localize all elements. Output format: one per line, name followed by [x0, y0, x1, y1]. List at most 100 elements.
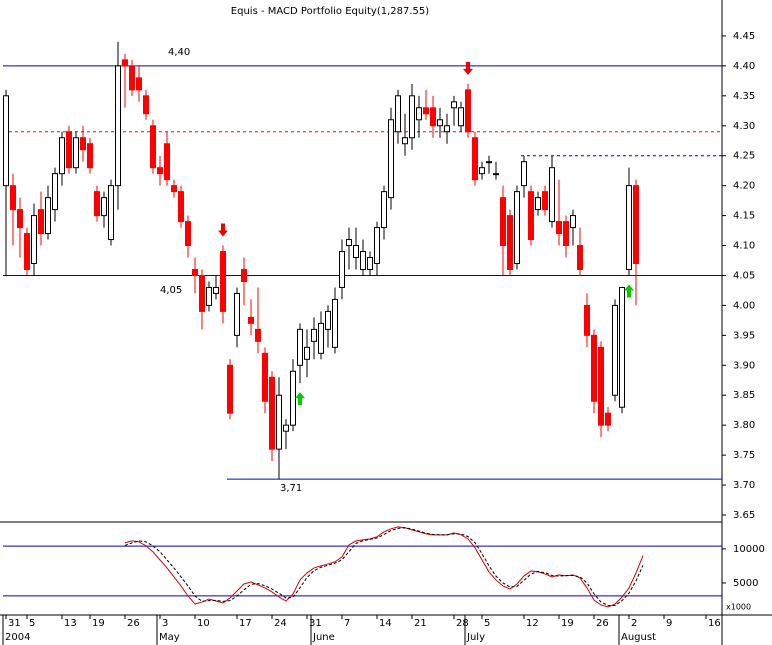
x-tick-label: 21 — [414, 618, 427, 629]
candle-body — [598, 346, 604, 426]
x-tick-label: 7 — [344, 618, 350, 629]
buy-arrow — [295, 392, 305, 406]
candle-body — [577, 245, 583, 270]
candle-body — [304, 346, 310, 360]
candle-body — [143, 95, 149, 115]
equity-line — [124, 527, 644, 606]
candle-body — [619, 286, 625, 408]
candle-body — [234, 292, 240, 336]
x-tick-label: 19 — [561, 618, 574, 629]
y-tick-label: 4.35 — [733, 91, 755, 102]
y-tick-label: 3.85 — [733, 390, 755, 401]
x-tick-label: 5 — [29, 618, 35, 629]
candle-body — [171, 185, 177, 193]
candle-body — [45, 197, 51, 235]
candle-body — [108, 185, 114, 241]
candle-body — [66, 131, 72, 169]
x-tick-label: 10 — [197, 618, 210, 629]
sell-arrow — [463, 61, 473, 75]
candle-body — [479, 167, 485, 175]
candle-body — [136, 77, 142, 91]
candle-body — [31, 215, 37, 264]
candle-body — [346, 239, 352, 247]
x-tick-label: 12 — [526, 618, 539, 629]
candle-body — [101, 197, 107, 217]
candle-body — [157, 167, 163, 175]
x-tick-label: 24 — [274, 618, 287, 629]
candle-body — [528, 191, 534, 241]
candle-body — [199, 274, 205, 312]
x-tick-label: 13 — [64, 618, 77, 629]
level-label: 4,05 — [160, 285, 182, 296]
month-label: May — [159, 632, 180, 643]
candle-body — [381, 191, 387, 229]
candle-body — [192, 268, 198, 276]
candle-body — [227, 364, 233, 414]
candle-body — [409, 95, 415, 139]
y-tick-label: 5000 — [733, 578, 758, 589]
candle-body — [563, 221, 569, 247]
y-tick-label: 3.70 — [733, 480, 755, 491]
candle-body — [332, 298, 338, 348]
candle-body — [3, 95, 9, 187]
candle-body — [339, 251, 345, 288]
candle-body — [94, 191, 100, 217]
candle-body — [500, 197, 506, 247]
candle-body — [213, 286, 219, 294]
y-tick-label: 3.80 — [733, 420, 755, 431]
y-tick-label: 3.90 — [733, 360, 755, 371]
candle-body — [206, 286, 212, 306]
candle-body — [283, 424, 289, 432]
candle-body — [122, 59, 128, 67]
x-tick-label: 28 — [456, 618, 469, 629]
candle-body — [402, 137, 408, 145]
month-label: June — [312, 632, 335, 643]
candle-body — [38, 209, 44, 235]
candle-body — [584, 304, 590, 336]
candle-body — [353, 245, 359, 259]
candle-body — [514, 191, 520, 264]
buy-arrow — [624, 284, 634, 298]
level-label: 3,71 — [280, 483, 302, 494]
candle-body — [493, 173, 499, 176]
y-tick-label: 4.15 — [733, 211, 755, 222]
candle-body — [626, 185, 632, 270]
candle-body — [241, 268, 247, 282]
month-label: 2004 — [5, 632, 30, 643]
y-tick-label: 4.20 — [733, 181, 755, 192]
candle-body — [556, 221, 562, 235]
candle-body — [423, 107, 429, 115]
candle-body — [10, 185, 16, 211]
x-tick-label: 9 — [666, 618, 672, 629]
x-tick-label: 3 — [162, 618, 168, 629]
x-tick-label: 19 — [92, 618, 105, 629]
candle-body — [220, 251, 226, 312]
x-tick-label: 17 — [239, 618, 252, 629]
candle-body — [465, 89, 471, 133]
x-tick-label: 5 — [484, 618, 490, 629]
candle-body — [458, 107, 464, 127]
x-tick-label: 2 — [631, 618, 637, 629]
candle-body — [360, 251, 366, 270]
candle-body — [290, 370, 296, 426]
candle-body — [416, 107, 422, 121]
candle-body — [521, 161, 527, 187]
candle-body — [115, 65, 121, 187]
candle-body — [80, 137, 86, 151]
candle-body — [276, 394, 282, 450]
candle-body — [269, 376, 275, 450]
y-tick-label: 4.30 — [733, 121, 755, 132]
candle-body — [437, 119, 443, 127]
candle-body — [17, 209, 23, 229]
y-tick-label: 4.05 — [733, 270, 755, 281]
candle-body — [535, 197, 541, 211]
y-tick-label: 3.75 — [733, 450, 755, 461]
candle-body — [87, 143, 93, 169]
candle-body — [59, 137, 65, 175]
chart-title: Equis - MACD Portfolio Equity(1,287.55) — [231, 6, 429, 17]
candle-body — [185, 221, 191, 247]
month-label: August — [621, 632, 656, 643]
x-tick-label: 31 — [309, 618, 322, 629]
